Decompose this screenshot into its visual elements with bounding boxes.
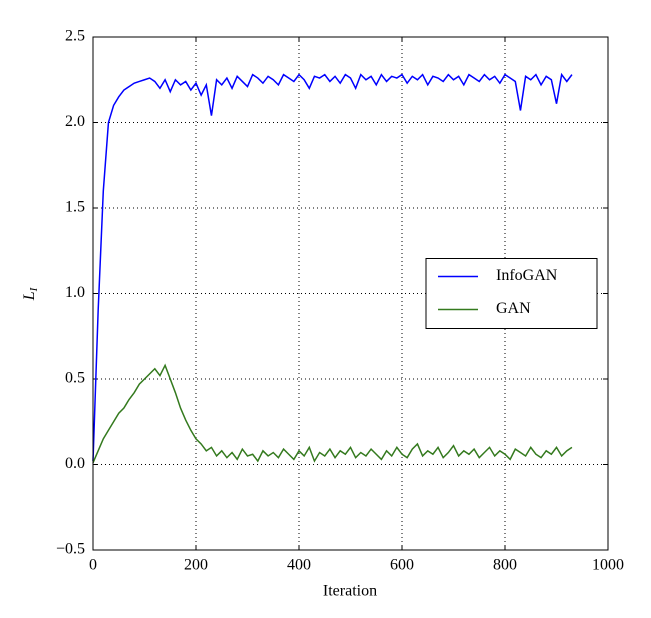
series-line bbox=[92, 72, 573, 462]
y-tick-label: 0.5 bbox=[65, 370, 85, 387]
legend-label: InfoGAN bbox=[496, 267, 558, 284]
y-axis-label: LI bbox=[21, 286, 40, 301]
y-tick-label: 0.0 bbox=[65, 455, 85, 472]
plot-frame bbox=[92, 36, 609, 551]
legend-label: GAN bbox=[496, 300, 531, 317]
y-axis-label-main: L bbox=[21, 291, 38, 301]
x-tick-label: 600 bbox=[390, 557, 414, 574]
x-tick-label: 800 bbox=[493, 557, 517, 574]
x-tick-label: 0 bbox=[89, 557, 97, 574]
x-tick-label: 1000 bbox=[592, 557, 624, 574]
y-tick-label: −0.5 bbox=[56, 541, 85, 558]
legend-box bbox=[425, 258, 598, 329]
y-tick-label: 2.5 bbox=[65, 28, 85, 45]
y-tick-label: 1.5 bbox=[65, 199, 85, 216]
series-line bbox=[92, 363, 573, 464]
x-tick-label: 400 bbox=[287, 557, 311, 574]
x-axis-label: Iteration bbox=[323, 583, 377, 600]
y-tick-label: 2.0 bbox=[65, 113, 85, 130]
x-tick-label: 200 bbox=[184, 557, 208, 574]
y-tick-label: 1.0 bbox=[65, 284, 85, 301]
y-axis-label-subscript: I bbox=[28, 286, 40, 292]
